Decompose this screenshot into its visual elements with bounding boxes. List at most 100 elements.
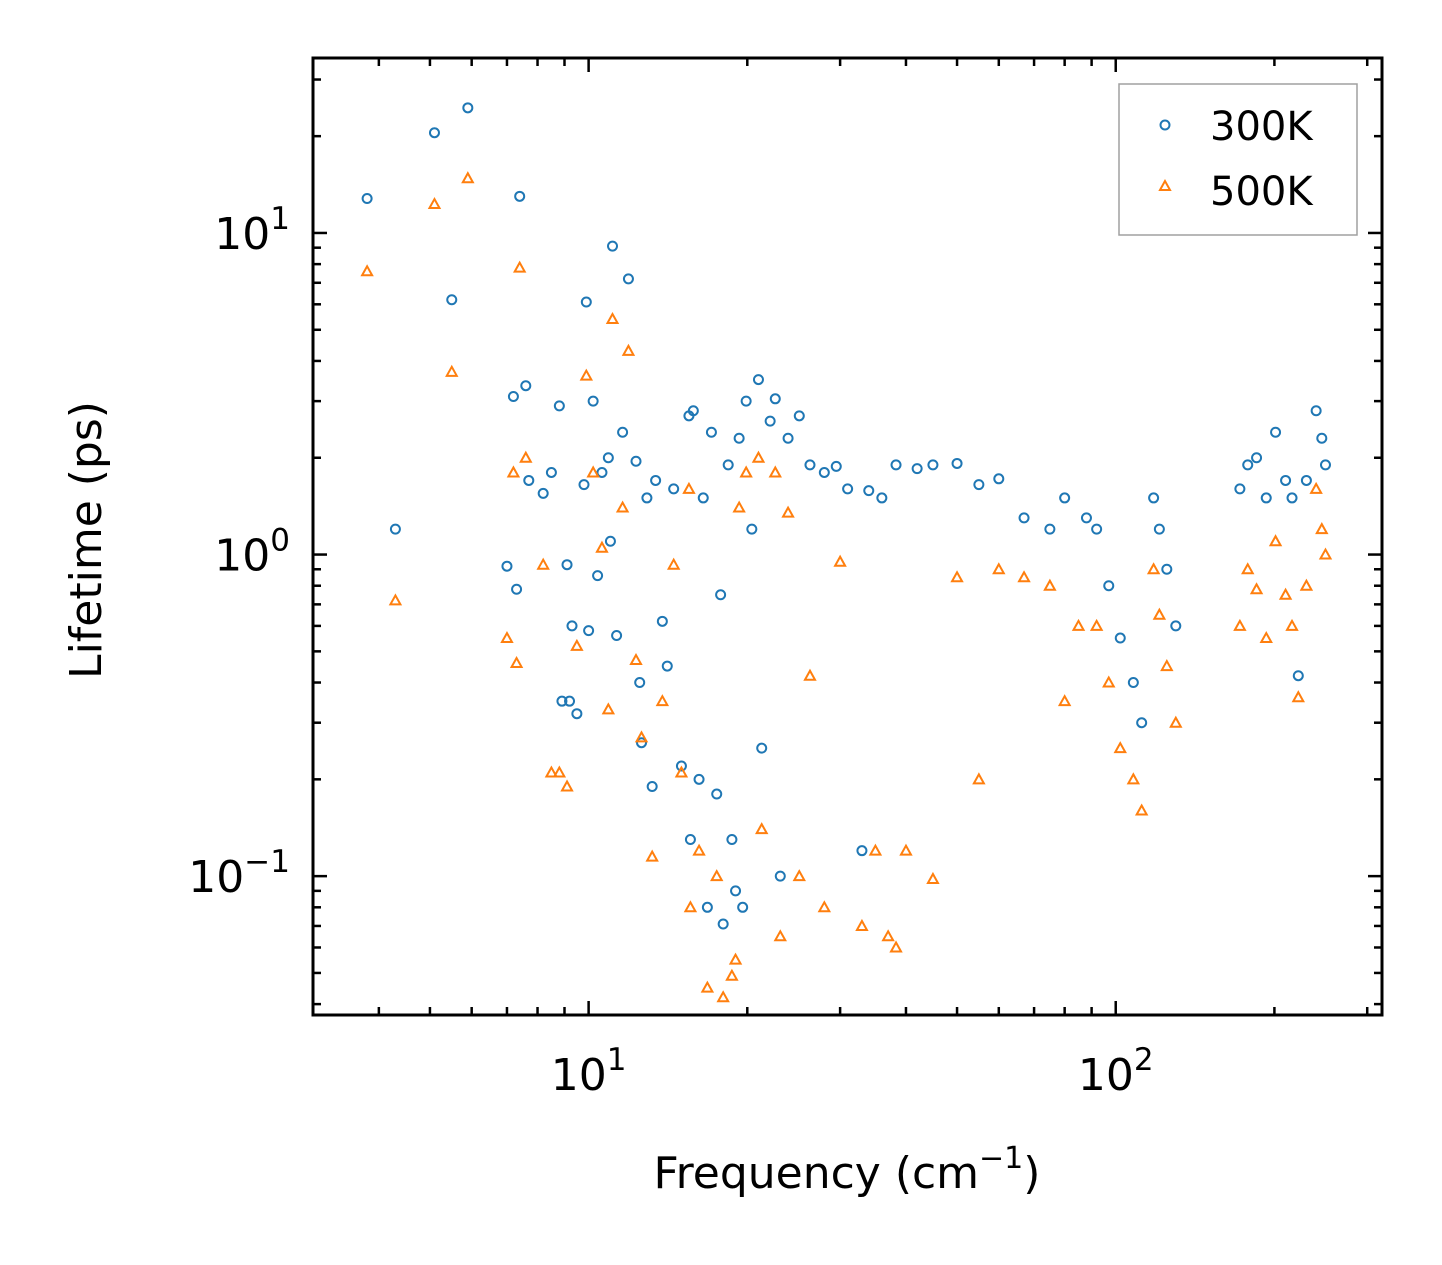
data-point-500k — [755, 822, 769, 835]
data-point-300k — [740, 395, 752, 407]
data-point-300k — [711, 788, 723, 800]
x-axis-label-main: Frequency (cm — [654, 1148, 980, 1199]
data-point-300k — [553, 400, 565, 412]
data-point-500k — [881, 929, 895, 942]
plot-frame — [311, 56, 1384, 1017]
data-point-500k — [560, 779, 574, 792]
data-point-500k — [710, 869, 724, 882]
data-point-300k — [630, 455, 642, 467]
data-point-500k — [926, 871, 940, 884]
data-point-500k — [579, 368, 594, 381]
data-point-500k — [768, 465, 782, 478]
data-point-500k — [519, 450, 533, 463]
data-point-500k — [728, 952, 743, 965]
data-point-500k — [634, 730, 649, 743]
data-point-500k — [360, 264, 374, 277]
data-point-500k — [1259, 630, 1273, 644]
data-point-300k — [656, 615, 668, 627]
data-point-300k — [501, 560, 513, 572]
data-point-300k — [911, 463, 923, 475]
data-point-300k — [1080, 512, 1092, 524]
data-points — [360, 102, 1333, 1003]
data-point-300k — [764, 415, 776, 427]
data-point-500k — [445, 364, 459, 377]
data-point-300k — [1260, 492, 1272, 504]
data-point-500k — [855, 918, 869, 931]
data-point-500k — [586, 465, 600, 478]
data-point-300k — [571, 708, 583, 720]
data-point-500k — [716, 990, 730, 1003]
data-point-300k — [1136, 717, 1148, 729]
legend-label-300k: 300K — [1210, 104, 1314, 150]
data-point-500k — [388, 593, 403, 606]
data-point-500k — [692, 843, 706, 856]
data-point-500k — [655, 694, 670, 707]
data-point-500k — [1146, 562, 1161, 575]
data-point-300k — [1286, 492, 1298, 504]
data-point-300k — [583, 625, 595, 637]
data-point-300k — [951, 457, 963, 469]
legend: 300K 500K — [1118, 83, 1358, 236]
data-point-300k — [717, 918, 729, 930]
y-tick-label: 101 — [214, 201, 290, 260]
data-point-500k — [1285, 618, 1299, 631]
data-point-500k — [1291, 690, 1305, 703]
data-point-300k — [520, 380, 532, 392]
data-point-500k — [889, 940, 903, 953]
data-point-500k — [605, 311, 620, 325]
data-point-300k — [1234, 483, 1246, 495]
axis-ticks: 101 102 10−1 100 101 — [188, 58, 1382, 1101]
data-point-500k — [732, 500, 746, 513]
data-point-300k — [973, 479, 985, 491]
data-point-300k — [722, 459, 734, 471]
data-point-300k — [818, 466, 830, 478]
data-point-500k — [739, 465, 753, 478]
data-point-300k — [566, 620, 578, 632]
data-point-300k — [1091, 523, 1103, 535]
data-point-300k — [578, 479, 590, 491]
data-point-300k — [617, 426, 629, 438]
data-point-500k — [833, 554, 847, 567]
data-point-500k — [666, 557, 681, 570]
data-point-300k — [1114, 632, 1126, 644]
data-point-500k — [682, 481, 696, 494]
data-point-500k — [817, 900, 832, 913]
data-point-500k — [781, 505, 795, 518]
data-point-500k — [725, 968, 739, 981]
data-point-300k — [782, 432, 794, 444]
data-point-300k — [701, 901, 713, 913]
data-point-500k — [1152, 607, 1167, 620]
data-point-300k — [737, 901, 749, 913]
data-point-500k — [509, 655, 524, 669]
data-point-500k — [601, 702, 616, 715]
data-point-300k — [687, 405, 699, 417]
data-point-500k — [1017, 570, 1031, 583]
data-point-300k — [545, 466, 557, 478]
data-point-500k — [1241, 562, 1255, 575]
legend-marker-500k — [1158, 178, 1172, 191]
data-point-300k — [1127, 677, 1139, 689]
data-point-300k — [1300, 474, 1312, 486]
data-point-300k — [876, 492, 888, 504]
data-point-500k — [683, 900, 698, 913]
data-point-300k — [462, 102, 474, 114]
data-point-500k — [1169, 715, 1183, 728]
data-point-300k — [389, 523, 401, 535]
data-point-300k — [1292, 670, 1304, 682]
data-point-300k — [537, 487, 549, 499]
data-point-300k — [927, 459, 939, 471]
data-point-300k — [564, 695, 576, 707]
data-point-300k — [661, 660, 673, 672]
data-point-500k — [803, 668, 817, 681]
data-point-300k — [1251, 452, 1263, 464]
data-point-300k — [993, 473, 1005, 485]
data-point-500k — [1318, 547, 1333, 560]
legend-label-500k: 500K — [1210, 169, 1314, 215]
data-point-500k — [899, 843, 913, 856]
data-point-300k — [1153, 523, 1165, 535]
data-point-300k — [726, 833, 738, 845]
data-point-500k — [1278, 587, 1293, 600]
data-point-500k — [1071, 618, 1086, 631]
data-point-500k — [868, 843, 883, 856]
x-axis-label: Frequency (cm−1) — [654, 1141, 1041, 1199]
